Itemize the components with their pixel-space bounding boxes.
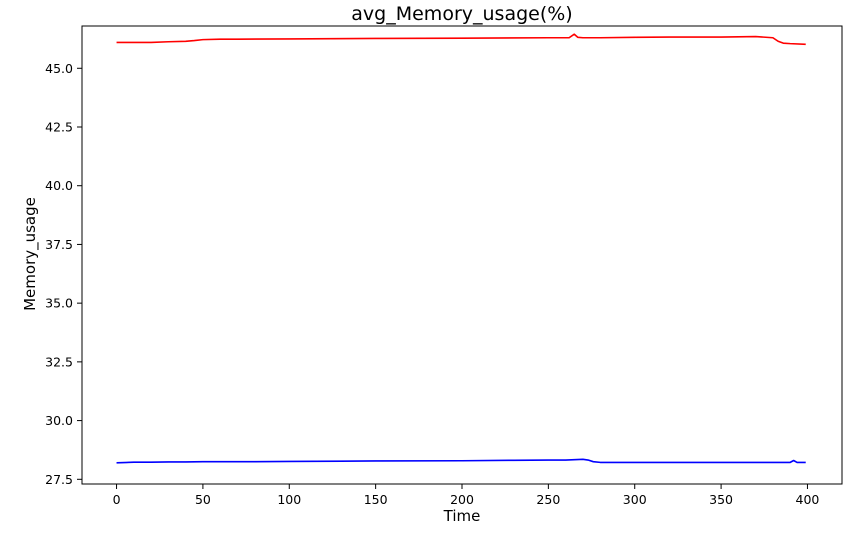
x-tick-label: 350 [709,492,733,507]
y-tick-label: 45.0 [45,61,73,76]
y-tick-label: 30.0 [45,413,73,428]
x-axis-label: Time [443,507,481,525]
y-tick-label: 27.5 [45,472,73,487]
x-tick-label: 100 [277,492,301,507]
y-tick-label: 42.5 [45,119,73,134]
x-tick-label: 0 [113,492,121,507]
y-tick-label: 40.0 [45,178,73,193]
x-tick-label: 300 [623,492,647,507]
series-layer [116,33,806,464]
plot-frame [81,25,843,485]
x-tick-label: 50 [195,492,211,507]
y-tick-label: 32.5 [45,354,73,369]
x-tick-label: 200 [450,492,474,507]
x-tick-label: 150 [364,492,388,507]
chart-title: avg_Memory_usage(%) [351,3,572,25]
y-tick-label: 37.5 [45,237,73,252]
y-tick-label: 35.0 [45,296,73,311]
y-axis-ticks: 27.5 30.0 32.5 35.0 37.5 40.0 42.5 45.0 [45,61,82,487]
x-tick-label: 250 [536,492,560,507]
y-axis-label: Memory_usage [21,197,40,311]
x-axis-ticks: 0 50 100 150 200 250 300 350 400 [113,484,820,507]
series-line-1 [116,33,806,46]
series-line-2 [116,458,806,464]
x-tick-label: 400 [796,492,820,507]
